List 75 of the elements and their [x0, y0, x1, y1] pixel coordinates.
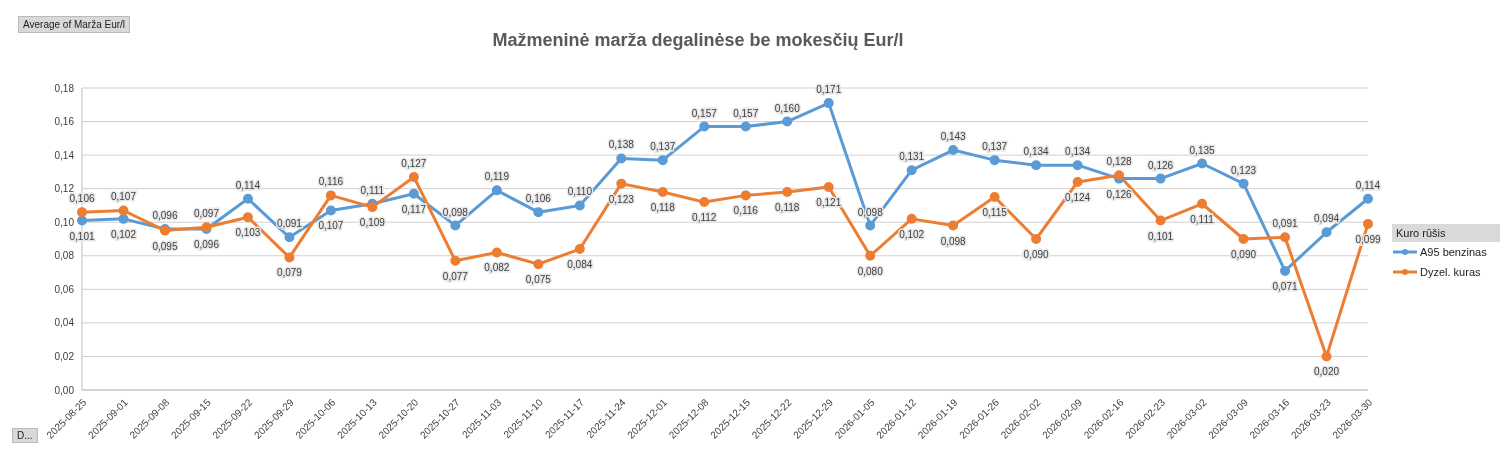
data-label: 0,109: [359, 217, 386, 229]
data-label: 0,126: [1148, 159, 1174, 171]
data-label: 0,138: [608, 139, 635, 151]
y-tick-label: 0,18: [54, 82, 75, 94]
data-label: 0,096: [193, 238, 220, 250]
data-label: 0,075: [525, 274, 552, 286]
data-label: 0,116: [318, 176, 344, 188]
y-tick-label: 0,08: [54, 250, 75, 262]
data-label: 0,114: [235, 179, 261, 191]
y-tick-label: 0,16: [54, 116, 75, 128]
data-label: 0,090: [1231, 249, 1257, 260]
data-label: 0,137: [982, 141, 1008, 153]
data-label: 0,107: [318, 220, 344, 232]
data-label: 0,131: [899, 151, 925, 163]
data-label: 0,077: [442, 270, 469, 282]
data-label: 0,114: [1355, 179, 1381, 191]
data-label: 0,079: [276, 267, 303, 279]
data-label: 0,084: [567, 259, 593, 271]
data-label: 0,106: [525, 193, 552, 205]
data-label: 0,143: [940, 131, 967, 143]
data-label: 0,116: [733, 205, 759, 217]
y-tick-label: 0,00: [54, 384, 75, 396]
data-label: 0,082: [484, 262, 510, 274]
y-tick-label: 0,10: [54, 216, 75, 228]
y-tick-label: 0,02: [54, 350, 75, 362]
data-label: 0,128: [1106, 156, 1133, 168]
data-label: 0,110: [567, 186, 593, 198]
data-label: 0,095: [152, 240, 178, 252]
data-label: 0,117: [401, 203, 427, 215]
data-label: 0,115: [982, 207, 1008, 219]
data-label: 0,118: [775, 202, 800, 214]
legend-label: A95 benzinas: [1420, 246, 1487, 258]
y-tick-label: 0,12: [54, 183, 75, 195]
data-label: 0,112: [692, 212, 717, 224]
data-label: 0,135: [1189, 144, 1216, 156]
data-label: 0,157: [691, 107, 718, 119]
data-label: 0,134: [1065, 146, 1091, 158]
data-label: 0,157: [733, 107, 759, 119]
data-label: 0,160: [774, 102, 801, 114]
data-label: 0,119: [484, 171, 510, 183]
data-label: 0,126: [1106, 188, 1133, 200]
data-label: 0,091: [276, 218, 303, 230]
data-label: 0,071: [1272, 280, 1298, 292]
data-label: 0,107: [110, 191, 137, 203]
y-tick-label: 0,04: [54, 317, 75, 329]
data-label: 0,101: [1148, 230, 1174, 242]
y-tick-label: 0,14: [54, 149, 75, 161]
data-label: 0,098: [442, 206, 469, 218]
text: Average of Marža Eur/l: [18, 16, 131, 33]
data-label: 0,020: [1314, 366, 1340, 378]
data-label: 0,118: [650, 202, 676, 214]
data-label: 0,111: [1190, 213, 1215, 225]
data-label: 0,080: [857, 265, 884, 277]
data-label: 0,137: [650, 141, 676, 153]
data-label: 0,103: [235, 227, 261, 239]
data-label: 0,091: [1272, 218, 1298, 230]
data-label: 0,134: [1023, 146, 1050, 158]
text: D...: [12, 428, 38, 443]
data-label: 0,098: [940, 235, 967, 247]
data-label: 0,123: [1231, 164, 1257, 176]
data-label: 0,111: [360, 184, 385, 196]
data-label: 0,101: [69, 230, 95, 242]
legend-title: Kuro rūšis: [1392, 224, 1500, 242]
data-label: 0,094: [1314, 213, 1340, 225]
data-label: 0,090: [1023, 249, 1050, 260]
data-label: 0,097: [193, 208, 220, 220]
data-label: 0,102: [110, 228, 137, 240]
legend-label: Dyzel. kuras: [1420, 266, 1481, 278]
data-label: 0,096: [152, 209, 178, 221]
data-label: 0,127: [401, 157, 427, 169]
data-label: 0,102: [899, 228, 925, 240]
data-label: 0,171: [816, 84, 842, 96]
data-label: 0,106: [69, 193, 95, 205]
chart-title: Mažmeninė marža degalinėse be mokesčių Eur/l: [491, 30, 905, 51]
y-tick-label: 0,06: [54, 283, 75, 295]
